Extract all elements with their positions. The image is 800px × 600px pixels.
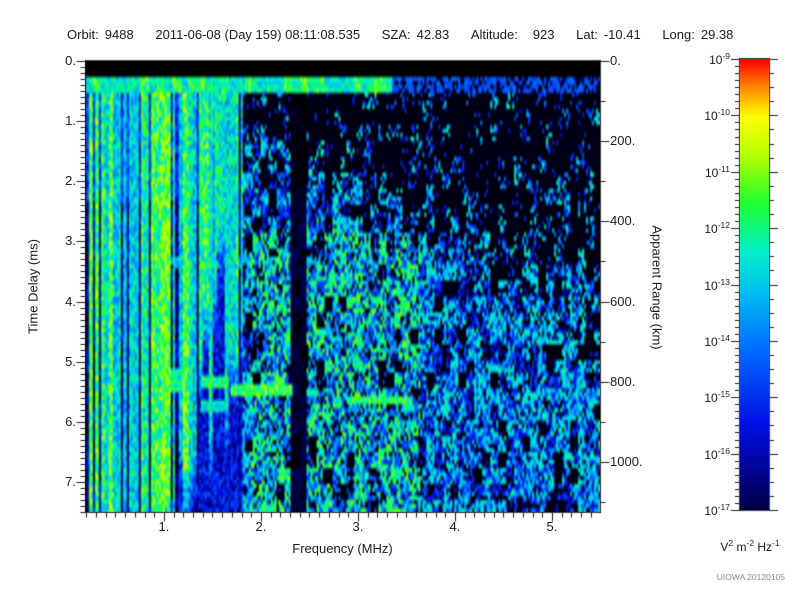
orbit-label: Orbit: bbox=[67, 27, 99, 42]
y-tick-label: 7. bbox=[65, 473, 76, 489]
lat-value: -10.41 bbox=[603, 27, 641, 42]
y-tick-label: 5. bbox=[65, 353, 76, 369]
sza-label: SZA: bbox=[381, 27, 411, 42]
colorbar-tick-label: 10-12 bbox=[704, 220, 730, 237]
colorbar-tick-label: 10-9 bbox=[709, 51, 730, 67]
y-tick-label: 4. bbox=[65, 293, 76, 309]
watermark: UIOWA 20120105 bbox=[716, 572, 785, 582]
colorbar-tick-label: 10-13 bbox=[704, 276, 730, 293]
spectrogram-plot bbox=[85, 61, 600, 512]
colorbar-tick-label: 10-11 bbox=[704, 163, 730, 180]
orbit-value: 9488 bbox=[104, 27, 134, 42]
long-label: Long: bbox=[662, 27, 695, 42]
colorbar-unit-label: V2 m-2 Hz-1 bbox=[720, 538, 780, 554]
altitude-value: 923 bbox=[532, 27, 555, 42]
x-axis-title: Frequency (MHz) bbox=[292, 541, 393, 556]
y-tick-label: 1. bbox=[65, 113, 76, 129]
x-tick-label: 1. bbox=[158, 519, 170, 534]
y2-tick-label: 0. bbox=[610, 53, 621, 68]
colorbar-tick-label: 10-17 bbox=[704, 502, 730, 518]
x-tick-label: 4. bbox=[449, 519, 461, 534]
sza-value: 42.83 bbox=[416, 27, 450, 42]
colorbar-gradient bbox=[740, 59, 769, 510]
header-info-line: Orbit: 9488 2011-06-08 (Day 159) 08:11:08… bbox=[67, 27, 733, 42]
y2-tick-label: 400. bbox=[610, 213, 636, 229]
colorbar-tick-label: 10-15 bbox=[704, 389, 730, 406]
colorbar-tick-label: 10-10 bbox=[704, 107, 730, 124]
y2-tick-label: 800. bbox=[610, 373, 636, 389]
y2-tick-label: 1000. bbox=[610, 453, 643, 469]
lat-label: Lat: bbox=[576, 27, 598, 42]
colorbar-tick-label: 10-16 bbox=[704, 445, 730, 462]
y2-tick-label: 600. bbox=[610, 293, 636, 309]
x-tick-label: 3. bbox=[352, 519, 364, 534]
y-tick-label: 2. bbox=[65, 173, 76, 189]
altitude-label: Altitude: bbox=[470, 27, 518, 42]
y-tick-label: 0. bbox=[65, 53, 76, 68]
datetime-value: 2011-06-08 (Day 159) 08:11:08.535 bbox=[155, 27, 361, 42]
x-tick-label: 5. bbox=[546, 519, 558, 534]
y-tick-label: 6. bbox=[65, 413, 76, 429]
y-tick-label: 3. bbox=[65, 233, 76, 249]
long-value: 29.38 bbox=[700, 27, 734, 42]
y2-tick-label: 200. bbox=[610, 133, 636, 149]
colorbar-tick-label: 10-14 bbox=[704, 332, 730, 349]
x-tick-label: 2. bbox=[255, 519, 267, 534]
